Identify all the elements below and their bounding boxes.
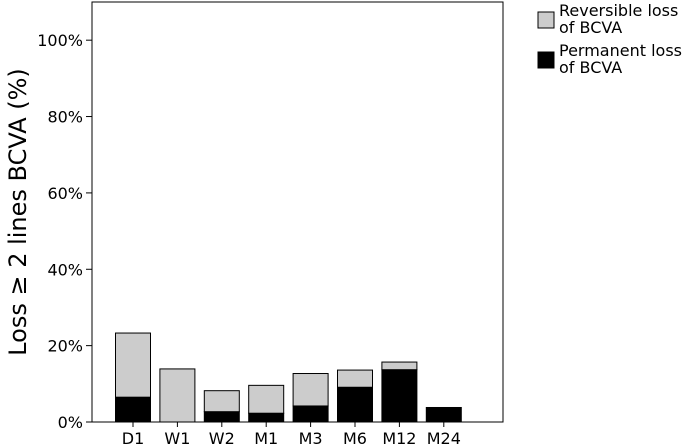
bars xyxy=(115,332,462,423)
legend-swatch-permanent xyxy=(537,51,555,69)
y-tick-label: 20% xyxy=(47,337,83,356)
bar-m1-reversible xyxy=(248,384,285,414)
legend-swatch-reversible xyxy=(537,11,555,29)
bar-w2-permanent xyxy=(203,411,240,423)
bar-m6-permanent xyxy=(337,386,373,423)
y-tick-label: 0% xyxy=(58,413,83,432)
bar-w1-reversible xyxy=(159,368,196,423)
legend-label: Permanent loss xyxy=(559,41,682,60)
bar-m3-permanent xyxy=(292,405,329,423)
bar-m3-reversible xyxy=(292,373,329,407)
x-tick-label-m24: M24 xyxy=(427,429,461,447)
y-axis-title: Loss ≥ 2 lines BCVA (%) xyxy=(4,68,32,356)
bar-m12-permanent xyxy=(381,369,418,423)
y-tick-label: 60% xyxy=(47,184,83,203)
y-tick-label: 100% xyxy=(37,31,83,50)
bar-m1-permanent xyxy=(248,412,285,423)
x-tick-label-m1: M1 xyxy=(254,429,278,447)
bar-d1-permanent xyxy=(115,396,151,423)
bar-m12-reversible xyxy=(381,361,418,371)
y-tick-label: 40% xyxy=(47,260,83,279)
bar-m24-permanent xyxy=(425,406,462,423)
plot-frame xyxy=(91,1,504,423)
y-tick-label: 80% xyxy=(47,108,83,127)
legend-label: of BCVA xyxy=(559,18,622,37)
x-tick-label-m3: M3 xyxy=(299,429,323,447)
bar-d1-reversible xyxy=(115,332,151,398)
legend-label: Reversible loss xyxy=(559,1,678,20)
y-axis: 0% 20% 40% 60% 80% 100% xyxy=(37,31,92,432)
x-tick-label-w1: W1 xyxy=(164,429,190,447)
x-tick-label-m6: M6 xyxy=(343,429,367,447)
legend-label: of BCVA xyxy=(559,58,622,77)
x-axis: D1 W1 W2 M1 M3 M6 M12 M24 xyxy=(122,422,461,447)
x-tick-label-d1: D1 xyxy=(122,429,145,447)
bar-w2-reversible xyxy=(203,390,240,413)
x-tick-label-w2: W2 xyxy=(209,429,235,447)
bar-m6-reversible xyxy=(337,369,373,388)
x-tick-label-m12: M12 xyxy=(382,429,416,447)
